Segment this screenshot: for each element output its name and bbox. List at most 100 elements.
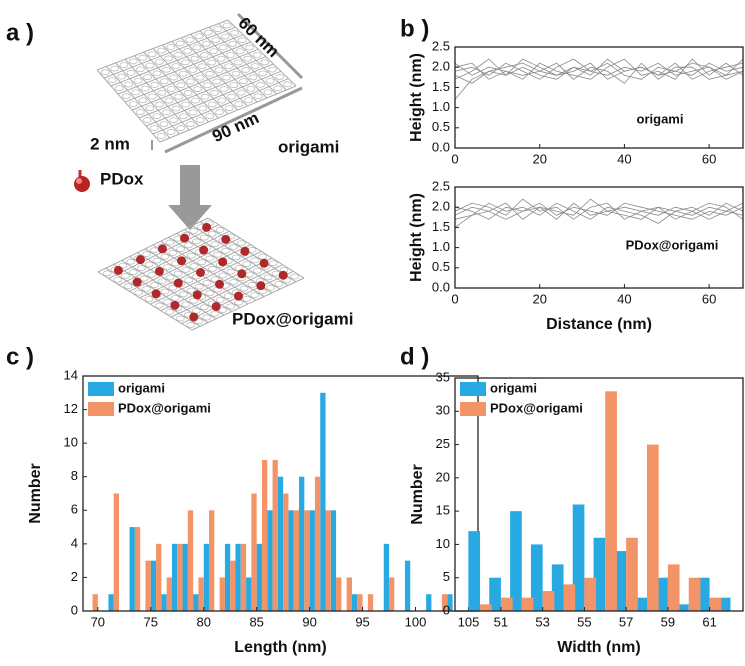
mesh-cell xyxy=(263,89,273,96)
mesh-cell xyxy=(138,97,148,104)
mesh-cell xyxy=(140,85,150,92)
mesh-cell xyxy=(157,89,167,96)
mesh-cell xyxy=(114,85,124,92)
x-tick-label: 20 xyxy=(532,151,546,166)
x-tick-label: 61 xyxy=(702,614,716,629)
bar xyxy=(309,510,315,611)
x-tick-label: 95 xyxy=(355,614,369,629)
mesh-cell xyxy=(165,239,175,246)
bar xyxy=(193,594,199,611)
pdox-dot xyxy=(113,265,123,275)
pdox-dot xyxy=(158,244,167,254)
bar xyxy=(656,577,668,611)
mesh-cell xyxy=(150,82,160,88)
plot-frame xyxy=(454,46,744,149)
mesh-cell xyxy=(253,93,263,100)
bar xyxy=(346,577,352,611)
mesh-cell xyxy=(178,291,188,298)
bar xyxy=(572,504,585,611)
mesh-line xyxy=(159,85,297,143)
annotation: origami xyxy=(637,111,684,126)
plot-frame xyxy=(454,186,744,289)
trace xyxy=(454,58,744,84)
bar xyxy=(171,543,178,611)
mesh-cell xyxy=(199,52,209,58)
mesh-cell xyxy=(175,40,185,47)
mesh-line xyxy=(97,217,209,273)
bar xyxy=(246,577,252,611)
mesh-cell xyxy=(200,93,210,100)
mesh-line xyxy=(97,271,193,331)
mesh-cell xyxy=(258,70,268,77)
bar xyxy=(198,577,204,611)
x-tick-label: 57 xyxy=(619,614,633,629)
panel-label: b ) xyxy=(400,15,429,42)
mesh-line xyxy=(145,70,282,127)
mesh-cell xyxy=(190,97,200,104)
bar xyxy=(426,594,432,611)
bar xyxy=(489,577,501,611)
mesh-cell xyxy=(123,283,133,290)
mesh-cell xyxy=(215,296,225,303)
x-tick-label: 53 xyxy=(535,614,549,629)
pdox-dot xyxy=(170,300,180,310)
mesh-cell xyxy=(263,274,273,281)
mesh-line xyxy=(121,260,217,320)
mesh-cell xyxy=(102,270,112,277)
mesh-cell xyxy=(229,244,238,250)
trace xyxy=(454,198,744,220)
mesh-cell xyxy=(155,101,164,108)
mesh-cell xyxy=(231,70,241,77)
mesh-cell xyxy=(128,269,138,275)
mesh-cell xyxy=(242,261,252,267)
bar xyxy=(383,543,390,611)
mesh-cell xyxy=(162,66,171,73)
bar xyxy=(251,493,257,611)
mesh-line xyxy=(152,78,289,135)
mesh-line xyxy=(170,264,283,318)
diagram-label: origami xyxy=(278,137,339,156)
pdox-icon xyxy=(76,178,82,184)
bar xyxy=(187,510,194,611)
mesh-cell xyxy=(136,265,146,272)
mesh-cell xyxy=(207,230,217,237)
y-axis-label: Number xyxy=(409,464,426,524)
mesh-cell xyxy=(241,67,251,73)
dimension-label: 2 nm xyxy=(90,134,130,153)
mesh-cell xyxy=(222,74,231,81)
pdox-icon xyxy=(74,176,90,192)
pdox-dot xyxy=(218,257,228,267)
mesh-cell xyxy=(274,281,284,287)
mesh-cell xyxy=(134,289,143,296)
mesh-cell xyxy=(184,242,193,249)
mesh-cell xyxy=(210,276,220,283)
bar xyxy=(320,392,326,611)
mesh-cell xyxy=(178,70,188,77)
mesh-line xyxy=(227,19,297,87)
mesh-cell xyxy=(152,257,162,264)
pdox-dot xyxy=(202,222,212,232)
y-tick-label: 10 xyxy=(64,435,78,450)
mesh-cell xyxy=(210,310,220,317)
mesh-cell xyxy=(165,309,175,315)
mesh-cell xyxy=(190,55,200,62)
y-axis-label: Height (nm) xyxy=(408,193,425,282)
bar xyxy=(277,476,284,611)
mesh-cell xyxy=(174,93,183,100)
mesh-line xyxy=(105,267,201,327)
mesh-cell xyxy=(260,59,270,66)
mesh-cell xyxy=(216,55,226,62)
y-tick-label: 15 xyxy=(436,503,450,518)
mesh-cell xyxy=(273,85,283,92)
mesh-cell xyxy=(142,251,151,257)
mesh-cell xyxy=(192,44,202,51)
mesh-cell xyxy=(145,62,155,69)
mesh-cell xyxy=(265,77,275,84)
bar xyxy=(108,594,114,611)
mesh-line xyxy=(137,252,233,312)
mesh-cell xyxy=(247,281,257,288)
bar xyxy=(92,594,98,611)
mesh-line xyxy=(171,41,239,111)
dimension-line xyxy=(164,86,303,154)
